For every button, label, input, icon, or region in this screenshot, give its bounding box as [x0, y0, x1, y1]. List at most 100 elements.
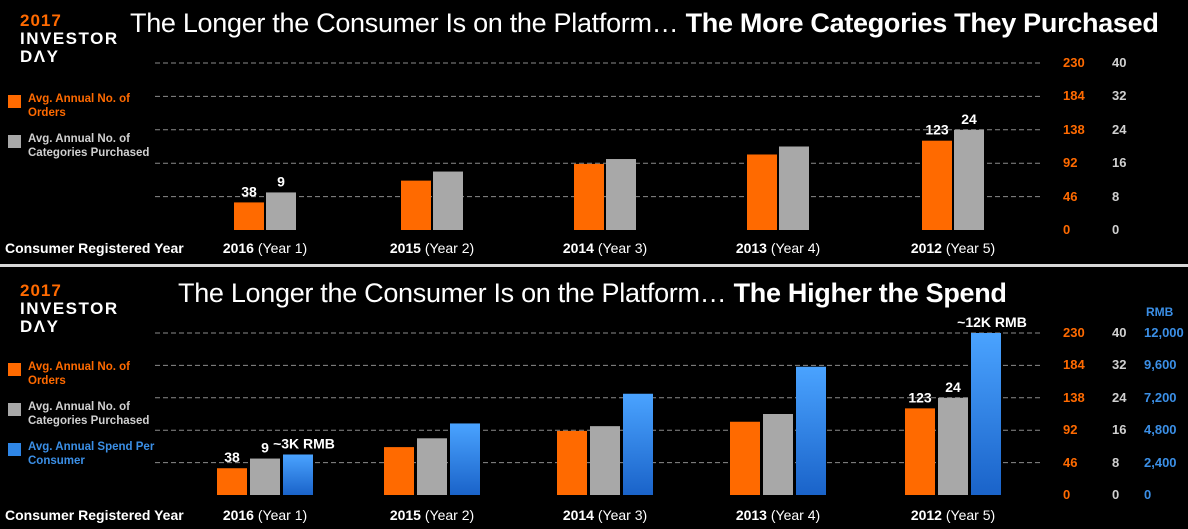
legend-label-categories: Avg. Annual No. of Categories Purchased [28, 133, 150, 159]
legend-swatch-orders [8, 363, 21, 376]
data-label-orders: 38 [224, 449, 240, 465]
legend-item-orders: Avg. Annual No. of Orders [6, 92, 156, 120]
y-tick-categories: 40 [1112, 325, 1127, 340]
legend-swatch-categories [8, 403, 21, 416]
x-tick-year: 2014 [562, 240, 594, 256]
logo-day: DΛY [20, 47, 60, 66]
legend-swatch-spend [8, 443, 21, 456]
x-tick-label: 2013 (Year 4) [736, 240, 820, 256]
bar-orders-2013 [730, 421, 760, 495]
legend-item-spend: Avg. Annual Spend Per Consumer [6, 440, 156, 468]
y-tick-categories: 32 [1112, 88, 1127, 104]
y-tick-orders: 46 [1063, 454, 1078, 470]
chart-title: The Longer the Consumer Is on the Platfo… [130, 8, 1159, 39]
y-tick-spend: 2,400 [1144, 454, 1177, 470]
logo-investor: INVESTOR [20, 299, 119, 318]
bar-orders-2015 [401, 180, 431, 230]
bar-categories-2016 [250, 458, 280, 495]
y-tick-spend: 4,800 [1144, 422, 1177, 438]
bar-categories-2012 [954, 129, 984, 230]
bar-categories-2014 [606, 159, 636, 230]
x-tick-note: (Year 5) [941, 240, 996, 256]
y-tick-orders: 92 [1063, 422, 1078, 438]
y-tick-orders: 230 [1063, 325, 1085, 340]
y-tick-categories: 0 [1112, 487, 1120, 502]
y-tick-spend: 12,000 [1144, 325, 1184, 340]
x-tick-year: 2013 [735, 507, 767, 523]
investor-day-logo: 2017 INVESTOR DΛY [20, 282, 119, 335]
x-tick-note: (Year 5) [941, 507, 996, 523]
x-tick-year: 2012 [910, 240, 942, 256]
x-tick-year: 2016 [222, 507, 254, 523]
legend-label-orders: Avg. Annual No. of Orders [28, 93, 131, 119]
x-tick-note: (Year 2) [420, 240, 475, 256]
bar-orders-2016 [217, 468, 247, 495]
chart-title-bold: The More Categories They Purchased [685, 8, 1159, 38]
y-tick-spend: 0 [1144, 487, 1152, 502]
legend-item-categories: Avg. Annual No. of Categories Purchased [6, 400, 156, 428]
logo-investor: INVESTOR [20, 29, 119, 48]
y-tick-orders: 138 [1063, 389, 1085, 405]
x-tick-note: (Year 3) [593, 240, 648, 256]
chart-title-regular: The Longer the Consumer Is on the Platfo… [130, 8, 679, 38]
chart-panel-spend: 2017 INVESTOR DΛY The Longer the Consume… [0, 268, 1188, 529]
y-axis-unit-spend: RMB [1146, 305, 1174, 319]
logo-year: 2017 [20, 281, 62, 300]
x-row-label: Consumer Registered Year [5, 240, 184, 256]
bar-orders-2015 [384, 447, 414, 495]
bar-plot-area: 38 123 9 24 ~3K RMB ~12K RMB [155, 314, 1040, 495]
x-tick-label: 2014 (Year 3) [563, 507, 647, 523]
bar-orders-2013 [747, 154, 777, 230]
bar-categories-2015 [433, 171, 463, 230]
legend-label-categories: Avg. Annual No. of Categories Purchased [28, 401, 150, 427]
bar-orders-2016 [234, 202, 264, 230]
chart-legend: Avg. Annual No. of Orders Avg. Annual No… [6, 92, 156, 172]
x-tick-label: 2015 (Year 2) [390, 240, 474, 256]
panel-divider [0, 264, 1188, 267]
y-tick-orders: 0 [1063, 222, 1071, 237]
x-row-label: Consumer Registered Year [5, 507, 184, 523]
x-tick-note: (Year 4) [766, 240, 821, 256]
x-tick-note: (Year 1) [253, 240, 308, 256]
x-tick-note: (Year 2) [420, 507, 475, 523]
chart-panel-categories: 2017 INVESTOR DΛY The Longer the Consume… [0, 0, 1188, 264]
logo-year: 2017 [20, 11, 62, 30]
y-tick-categories: 8 [1112, 454, 1120, 470]
x-tick-label: 2012 (Year 5) [911, 507, 995, 523]
bar-orders-2014 [557, 430, 587, 495]
legend-item-orders: Avg. Annual No. of Orders [6, 360, 156, 388]
y-tick-categories: 24 [1112, 121, 1127, 137]
y-tick-categories: 40 [1112, 55, 1127, 70]
x-tick-note: (Year 3) [593, 507, 648, 523]
y-tick-orders: 46 [1063, 188, 1078, 204]
legend-swatch-categories [8, 135, 21, 148]
y-tick-categories: 32 [1112, 357, 1127, 373]
y-tick-orders: 138 [1063, 121, 1085, 137]
y-tick-orders: 0 [1063, 487, 1071, 502]
data-label-spend: ~12K RMB [957, 314, 1027, 330]
legend-label-orders: Avg. Annual No. of Orders [28, 361, 131, 387]
x-tick-year: 2015 [389, 240, 421, 256]
x-tick-year: 2014 [562, 507, 594, 523]
x-tick-note: (Year 1) [253, 507, 308, 523]
bar-categories-2016 [266, 192, 296, 230]
investor-day-logo: 2017 INVESTOR DΛY [20, 12, 119, 65]
legend-item-categories: Avg. Annual No. of Categories Purchased [6, 132, 156, 160]
y-tick-categories: 24 [1112, 389, 1127, 405]
bar-categories-2013 [763, 414, 793, 495]
bar-spend-2014 [623, 393, 653, 495]
data-label-categories: 9 [261, 440, 269, 456]
data-label-orders: 123 [925, 122, 949, 138]
data-label-orders: 38 [241, 183, 257, 199]
bar-categories-2012 [938, 397, 968, 495]
x-tick-year: 2012 [910, 507, 942, 523]
data-label-orders: 123 [908, 389, 932, 405]
y-tick-categories: 16 [1112, 155, 1127, 171]
chart-title: The Longer the Consumer Is on the Platfo… [178, 278, 1007, 309]
x-tick-label: 2016 (Year 1) [223, 507, 307, 523]
y-tick-orders: 184 [1063, 357, 1085, 373]
legend-label-spend: Avg. Annual Spend Per Consumer [28, 441, 155, 467]
y-tick-orders: 184 [1063, 88, 1085, 104]
x-tick-year: 2015 [389, 507, 421, 523]
